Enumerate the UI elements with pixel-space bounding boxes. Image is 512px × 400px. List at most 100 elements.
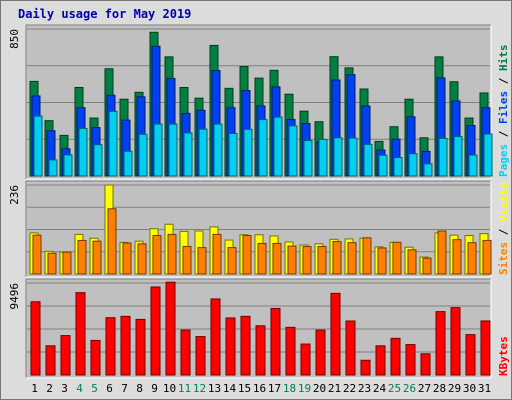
bar-sites: [212, 233, 222, 275]
bar-sites: [452, 239, 462, 275]
x-tick-label: 2: [46, 382, 53, 395]
bar-pages: [168, 123, 178, 177]
bar-sites: [377, 247, 387, 275]
bar-pages: [123, 150, 133, 177]
bar-sites: [422, 257, 432, 275]
x-tick-label: 27: [418, 382, 431, 395]
bar-sites: [242, 235, 252, 275]
legend-item-files: Files: [497, 91, 510, 124]
bar-kbytes: [210, 298, 221, 376]
x-tick-label: 19: [298, 382, 311, 395]
bar-sites: [467, 242, 477, 275]
bar-sites: [32, 234, 42, 275]
bar-sites: [197, 247, 207, 275]
legend-item-hits: Hits: [497, 45, 510, 72]
bar-sites: [182, 245, 192, 275]
legend-item-pages: Pages: [497, 144, 510, 177]
bar-kbytes: [30, 301, 41, 376]
bar-sites: [272, 242, 282, 275]
bar-kbytes: [180, 329, 191, 376]
bar-kbytes: [195, 336, 206, 376]
x-tick-label: 11: [178, 382, 191, 395]
bar-kbytes: [225, 317, 236, 376]
x-tick-label: 12: [193, 382, 206, 395]
bar-kbytes: [300, 343, 311, 376]
bar-sites: [317, 245, 327, 275]
bar-pages: [288, 125, 298, 177]
bar-pages: [333, 137, 343, 177]
x-tick-label: 14: [223, 382, 237, 395]
bar-pages: [468, 154, 478, 177]
bar-pages: [408, 153, 418, 177]
bar-pages: [153, 123, 163, 177]
x-tick-label: 30: [463, 382, 476, 395]
x-tick-label: 5: [91, 382, 98, 395]
bar-sites: [362, 237, 372, 275]
x-tick-label: 18: [283, 382, 296, 395]
bar-sites: [407, 249, 417, 275]
panel-visits-ymax-label: 236: [8, 185, 21, 205]
bar-pages: [213, 123, 223, 177]
bar-kbytes: [135, 318, 146, 376]
bar-kbytes: [285, 326, 296, 376]
bar-kbytes: [480, 320, 491, 376]
bar-sites: [137, 243, 147, 275]
legend-separator: /: [497, 124, 510, 144]
x-tick-label: 24: [373, 382, 387, 395]
bar-sites: [122, 242, 132, 275]
bar-kbytes: [450, 307, 461, 376]
bar-pages: [78, 127, 88, 177]
bar-pages: [48, 159, 58, 177]
x-tick-label: 15: [238, 382, 251, 395]
panel-kbytes-ymax-label: 9496: [8, 283, 21, 310]
x-tick-label: 28: [433, 382, 446, 395]
bar-pages: [363, 143, 373, 177]
x-tick-label: 31: [478, 382, 491, 395]
bar-pages: [93, 144, 103, 177]
bar-pages: [303, 140, 313, 177]
bar-pages: [138, 133, 148, 177]
x-tick-label: 9: [151, 382, 158, 395]
bar-kbytes: [165, 281, 176, 376]
x-tick-label: 8: [136, 382, 143, 395]
panel-hits-legend: Pages / Files / Hits: [497, 45, 510, 178]
panel-hits-ymax-label: 850: [8, 29, 21, 49]
bar-pages: [378, 154, 388, 177]
bar-kbytes: [345, 320, 356, 376]
bar-pages: [108, 110, 118, 177]
panel-visits-legend: Sites / Visits: [497, 182, 510, 275]
chart-title: Daily usage for May 2019: [18, 7, 191, 21]
x-tick-label: 6: [106, 382, 113, 395]
x-tick-label: 7: [121, 382, 128, 395]
x-tick-label: 17: [268, 382, 281, 395]
bar-kbytes: [60, 335, 71, 376]
bar-pages: [423, 163, 433, 177]
bar-pages: [243, 128, 253, 177]
bar-pages: [258, 119, 268, 177]
bar-kbytes: [360, 359, 371, 376]
legend-item-sites: Sites: [497, 242, 510, 275]
x-tick-label: 13: [208, 382, 221, 395]
bar-kbytes: [270, 307, 281, 376]
bar-sites: [437, 230, 447, 275]
bar-pages: [273, 116, 283, 177]
bar-pages: [198, 128, 208, 177]
bar-kbytes: [255, 325, 266, 376]
bar-kbytes: [120, 315, 131, 376]
bar-kbytes: [105, 317, 116, 376]
bar-pages: [393, 156, 403, 177]
bar-sites: [302, 245, 312, 275]
bar-sites: [152, 235, 162, 275]
legend-separator: /: [497, 222, 510, 242]
x-tick-label: 10: [163, 382, 176, 395]
bar-sites: [332, 241, 342, 275]
bar-kbytes: [315, 329, 326, 376]
bar-pages: [453, 136, 463, 177]
x-tick-label: 25: [388, 382, 401, 395]
legend-separator: /: [497, 71, 510, 91]
x-tick-label: 1: [31, 382, 38, 395]
bar-sites: [167, 233, 177, 275]
bar-sites: [62, 251, 72, 275]
bar-sites: [347, 242, 357, 275]
bar-pages: [63, 154, 73, 177]
